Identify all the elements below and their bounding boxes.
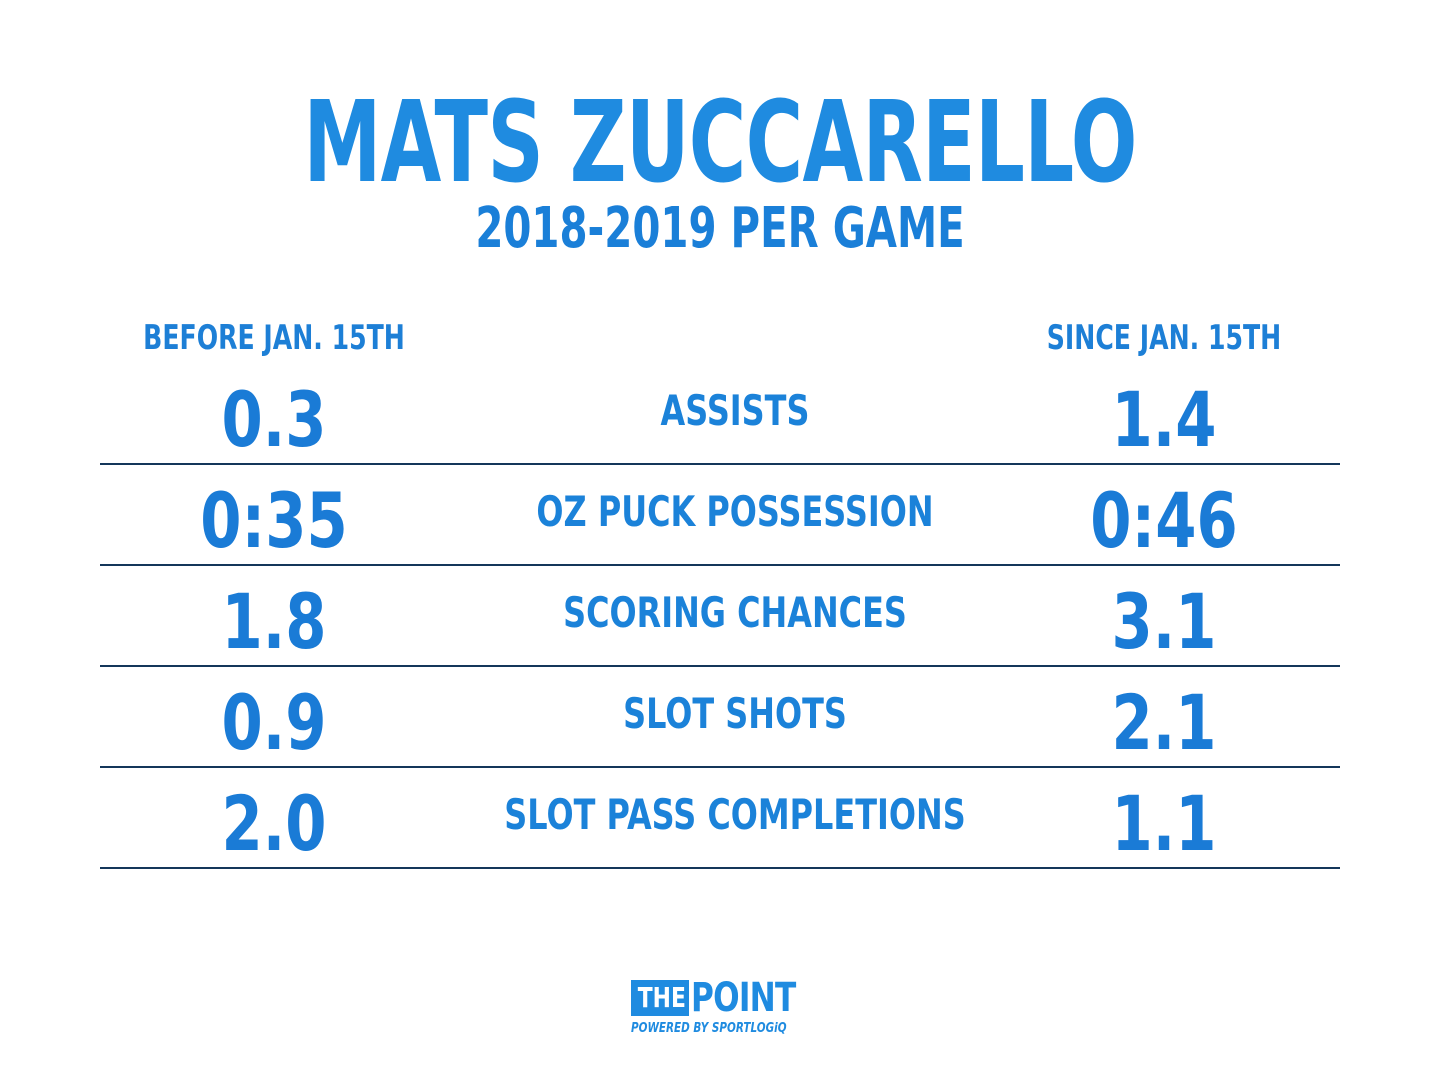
before-value: 1.8 (221, 577, 327, 666)
table-row: 2.0 SLOT PASS COMPLETIONS 1.1 (100, 768, 1340, 869)
stat-label: SCORING CHANCES (563, 588, 907, 637)
before-value: 0.9 (221, 678, 327, 767)
since-value: 1.1 (1111, 779, 1217, 868)
before-value: 0.3 (221, 375, 327, 464)
since-value: 2.1 (1111, 678, 1217, 767)
table-row: 0.3 ASSISTS 1.4 (100, 364, 1340, 465)
table-row: 1.8 SCORING CHANCES 3.1 (100, 566, 1340, 667)
stat-label: ASSISTS (660, 386, 810, 435)
since-value: 0:46 (1090, 476, 1238, 565)
page-title: MATS ZUCCARELLO (303, 78, 1137, 208)
logo-point-text: POINT (691, 975, 796, 1021)
stat-label: OZ PUCK POSSESSION (536, 487, 934, 536)
page-subtitle: 2018-2019 PER GAME (475, 196, 965, 261)
column-header-before: BEFORE JAN. 15TH (143, 318, 405, 358)
logo-the-text: THE (637, 981, 686, 1014)
stat-label: SLOT PASS COMPLETIONS (504, 790, 966, 839)
before-value: 0:35 (200, 476, 348, 565)
the-point-logo: THE POINT POWERED BY SPORTLOGiQ (631, 978, 811, 1038)
stats-table: 0.3 ASSISTS 1.4 0:35 OZ PUCK POSSESSION … (100, 364, 1340, 869)
table-row: 0.9 SLOT SHOTS 2.1 (100, 667, 1340, 768)
logo-the-box: THE (631, 980, 689, 1016)
since-value: 3.1 (1111, 577, 1217, 666)
logo-powered-by: POWERED BY SPORTLOGiQ (631, 1021, 787, 1036)
before-value: 2.0 (221, 779, 327, 868)
column-header-since: SINCE JAN. 15TH (1046, 318, 1282, 358)
table-row: 0:35 OZ PUCK POSSESSION 0:46 (100, 465, 1340, 566)
since-value: 1.4 (1111, 375, 1217, 464)
stat-label: SLOT SHOTS (623, 689, 847, 738)
